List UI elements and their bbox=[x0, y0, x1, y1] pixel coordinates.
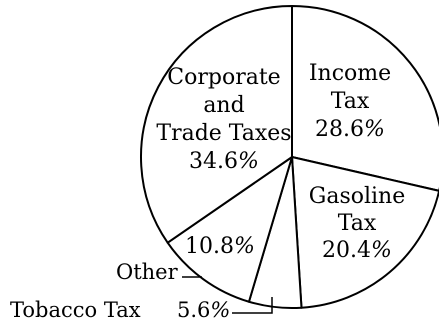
slice-label-corporate-and-trade-taxes-line-3: Trade Taxes bbox=[156, 121, 291, 146]
slice-label-income-tax-line-1: Income bbox=[309, 61, 391, 86]
pie-slice-other bbox=[166, 156, 293, 303]
pie-slice-gasoline-tax bbox=[291, 156, 439, 309]
callout-leader-tobacco-tax bbox=[232, 297, 273, 314]
slice-value-corporate-and-trade-taxes: 34.6% bbox=[189, 149, 259, 174]
slice-label-income-tax-line-2: Tax bbox=[331, 89, 370, 114]
slice-label-corporate-and-trade-taxes-line-2: and bbox=[203, 93, 244, 118]
pie-slice-corporate-and-trade-taxes bbox=[140, 5, 293, 244]
slice-label-corporate-and-trade-taxes-line-1: Corporate bbox=[167, 65, 280, 90]
slice-label-gasoline-tax-line-2: Tax bbox=[338, 211, 377, 236]
slice-value-income-tax: 28.6% bbox=[315, 117, 385, 142]
callout-value-tobacco-tax: 5.6% bbox=[177, 298, 230, 322]
pie-slice-income-tax bbox=[291, 5, 439, 192]
slice-label-gasoline-tax-line-1: Gasoline bbox=[309, 184, 406, 209]
callout-label-tobacco-tax: Tobacco Tax bbox=[10, 298, 141, 322]
callout-label-other: Other bbox=[116, 260, 179, 284]
slice-value-other: 10.8% bbox=[185, 234, 255, 259]
callout-layer bbox=[182, 276, 273, 314]
labels-layer: IncomeTax28.6%GasolineTax20.4%Corporatea… bbox=[10, 61, 405, 322]
slice-value-gasoline-tax: 20.4% bbox=[322, 238, 392, 263]
slices-layer bbox=[140, 5, 439, 309]
